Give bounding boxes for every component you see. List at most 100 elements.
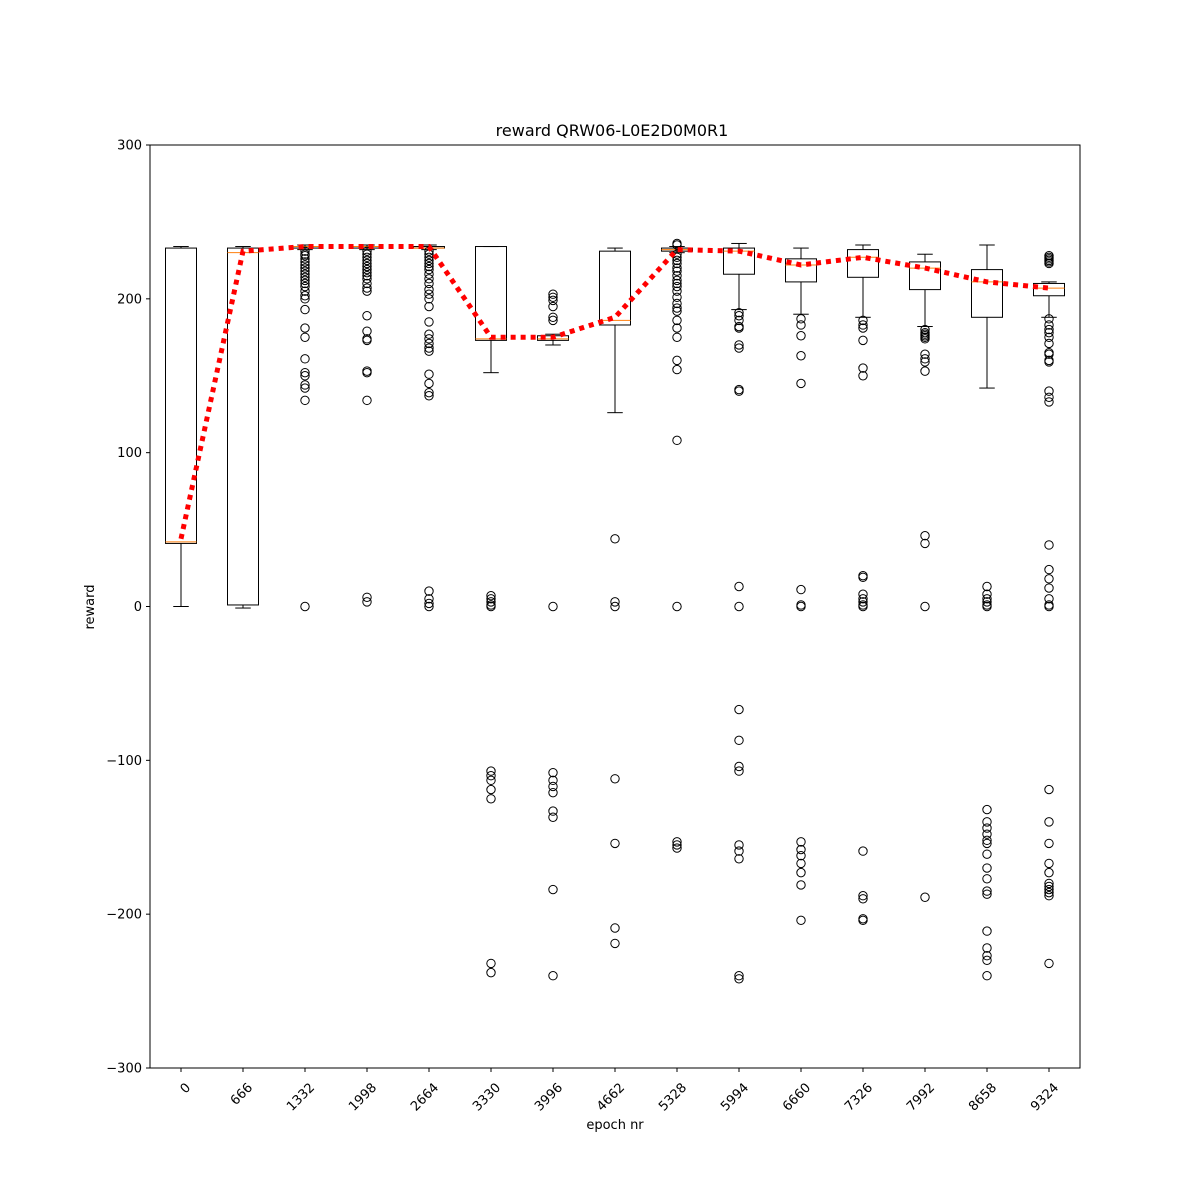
outlier-point — [672, 286, 682, 296]
outlier-point — [300, 254, 310, 264]
outlier-point — [734, 315, 744, 326]
outlier-point — [548, 601, 558, 612]
outlier-point — [672, 266, 682, 276]
outlier-point — [1044, 784, 1054, 795]
outlier-point — [982, 849, 992, 859]
outlier-point — [672, 278, 682, 289]
outlier-point — [982, 971, 992, 981]
y-tick-label: −200 — [106, 908, 142, 923]
outlier-point — [362, 246, 372, 256]
outlier-point — [548, 781, 558, 792]
outlier-point — [672, 601, 682, 612]
outlier-point — [858, 594, 868, 604]
box — [475, 246, 507, 341]
outlier-point — [734, 340, 744, 350]
outlier-point — [982, 863, 992, 873]
outlier-point — [796, 858, 806, 869]
outlier-point — [300, 332, 310, 342]
outlier-point — [362, 335, 372, 346]
outlier-point — [796, 378, 806, 389]
outlier-point — [1044, 838, 1054, 849]
outlier-point — [300, 395, 310, 406]
outlier-point — [920, 366, 930, 376]
outlier-point — [424, 289, 434, 299]
outlier-point — [300, 272, 310, 282]
outlier-point — [486, 771, 496, 781]
outlier-point — [982, 823, 992, 833]
outlier-point — [796, 314, 806, 324]
outlier-point — [1044, 867, 1054, 878]
outlier-point — [424, 594, 434, 604]
outlier-point — [982, 889, 992, 899]
outlier-point — [796, 351, 806, 361]
outlier-point — [424, 274, 434, 284]
outlier-point — [362, 278, 372, 289]
outlier-point — [300, 601, 310, 612]
outlier-point — [858, 315, 868, 326]
box — [723, 247, 755, 275]
outlier-point — [1044, 324, 1054, 335]
outlier-point — [300, 380, 310, 390]
outlier-point — [300, 278, 310, 289]
outlier-point — [424, 346, 434, 356]
outlier-point — [734, 386, 744, 396]
outlier-point — [1044, 884, 1054, 895]
y-tick-label: 0 — [134, 600, 142, 615]
outlier-point — [982, 601, 992, 612]
outlier-point — [362, 258, 372, 269]
outlier-point — [548, 315, 558, 326]
outlier-point — [362, 274, 372, 284]
outlier-point — [982, 951, 992, 961]
outlier-point — [300, 281, 310, 292]
outlier-point — [672, 292, 682, 302]
outlier-point — [734, 974, 744, 984]
outlier-point — [300, 286, 310, 296]
outlier-point — [300, 354, 310, 364]
outlier-point — [920, 357, 930, 367]
outlier-point — [548, 301, 558, 312]
outlier-point — [672, 255, 682, 266]
outlier-point — [982, 829, 992, 839]
outlier-point — [672, 837, 682, 847]
outlier-point — [362, 267, 372, 278]
outlier-point — [672, 275, 682, 286]
outlier-point — [796, 851, 806, 861]
y-axis: −300 −200 −100 0 100 200 300 — [106, 139, 150, 1077]
outlier-point — [610, 838, 620, 849]
outlier-point — [362, 255, 372, 266]
outlier-point — [486, 591, 496, 601]
outlier-point — [424, 252, 434, 262]
outlier-point — [486, 794, 496, 804]
outlier-point — [796, 320, 806, 330]
outlier-point — [300, 269, 310, 279]
outlier-point — [548, 312, 558, 322]
box-group — [909, 253, 941, 902]
outlier-point — [486, 601, 496, 612]
outlier-point — [300, 246, 310, 256]
outlier-point — [982, 955, 992, 966]
outlier-point — [1044, 564, 1054, 575]
outlier-point — [1044, 332, 1054, 342]
outlier-point — [734, 704, 744, 715]
outlier-point — [672, 840, 682, 850]
outlier-point — [982, 838, 992, 849]
box-group — [165, 246, 197, 607]
y-tick-label: −100 — [106, 754, 142, 769]
outlier-point — [796, 867, 806, 878]
outlier-point — [734, 307, 744, 318]
y-tick-label: −300 — [106, 1062, 142, 1077]
box — [847, 249, 879, 278]
outlier-point — [1044, 349, 1054, 359]
outlier-point — [486, 958, 496, 969]
outlier-point — [362, 252, 372, 262]
outlier-point — [982, 886, 992, 896]
outlier-point — [1044, 594, 1054, 604]
outlier-point — [982, 926, 992, 936]
outlier-point — [548, 292, 558, 302]
outlier-point — [796, 844, 806, 855]
outlier-point — [548, 812, 558, 822]
outlier-point — [672, 240, 682, 250]
outlier-point — [362, 271, 372, 281]
outlier-point — [548, 971, 558, 981]
outlier-point — [1044, 327, 1054, 338]
